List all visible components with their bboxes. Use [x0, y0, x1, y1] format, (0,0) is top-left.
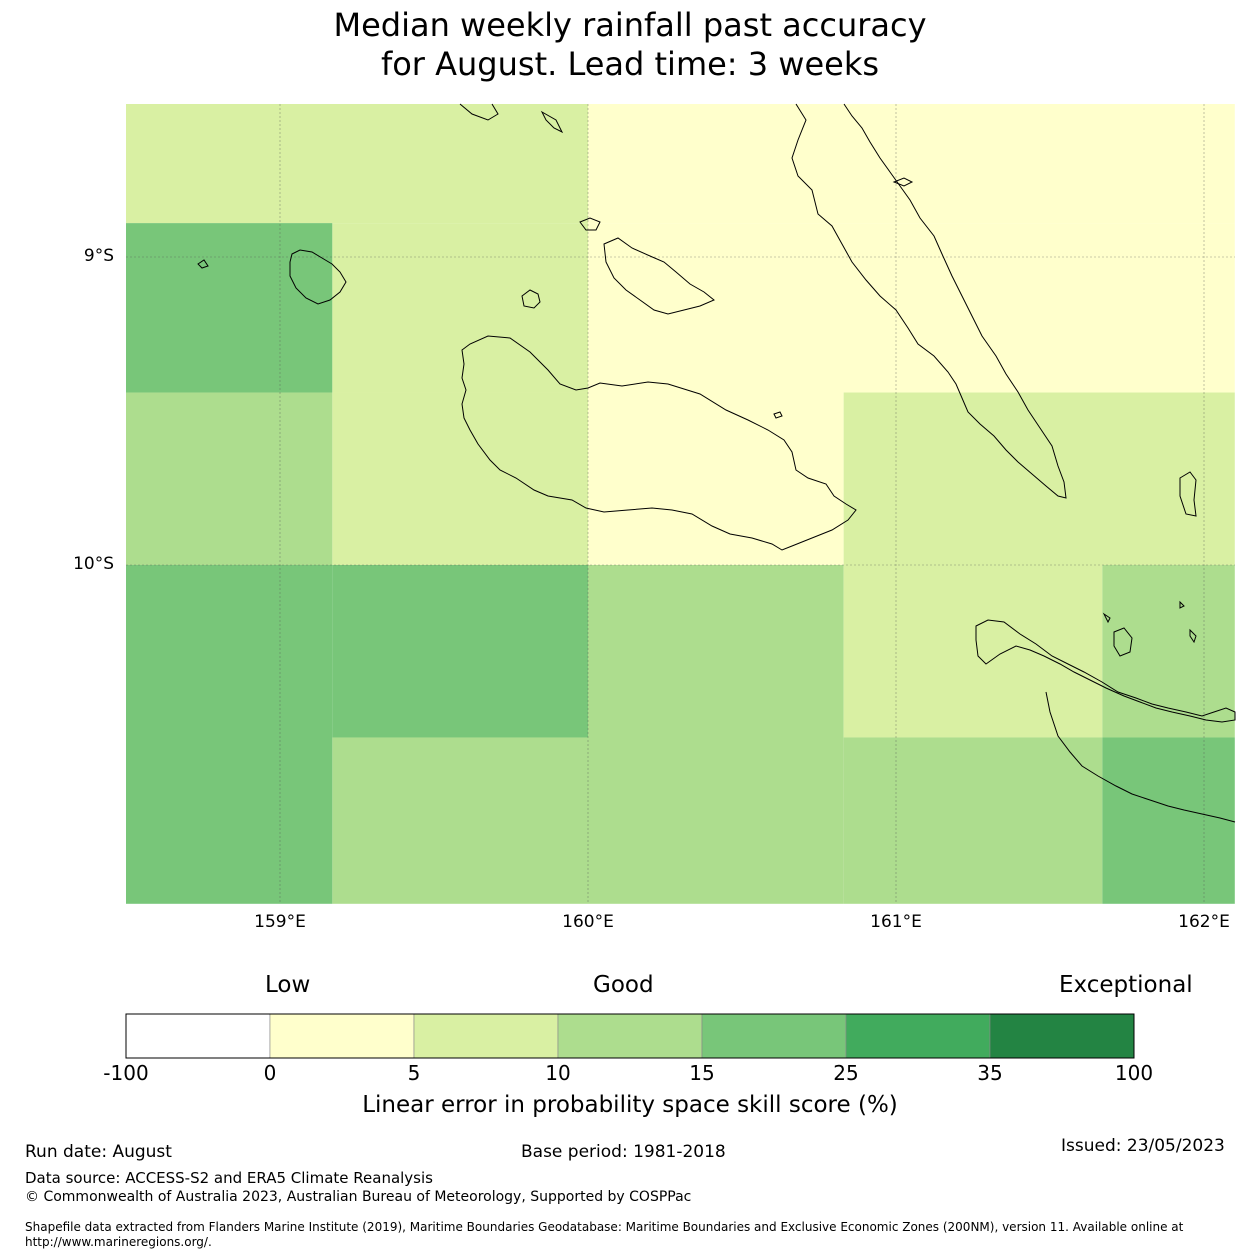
colorbar-category-low: Low: [265, 972, 311, 998]
colorbar-tick: 35: [977, 1061, 1003, 1085]
issued-date: Issued: 23/05/2023: [1061, 1136, 1225, 1156]
skill-grid-cell: [332, 223, 588, 393]
data-source: Data source: ACCESS-S2 and ERA5 Climate …: [25, 1169, 433, 1187]
colorbar-tick: 10: [545, 1061, 571, 1085]
skill-grid-cells: [126, 104, 1235, 904]
skill-grid-cell: [843, 737, 1103, 904]
graticule: [126, 104, 1235, 904]
coastline-san-cristobal: [975, 619, 1236, 723]
coastline-islet-f: [1113, 627, 1133, 657]
coastline-islet-c: [197, 259, 209, 269]
lat-label-10s: 10°S: [73, 554, 114, 574]
map-title-line-2: for August. Lead time: 3 weeks: [380, 45, 880, 83]
skill-grid-cell: [588, 565, 844, 904]
coastline-guadalcanal: [461, 335, 857, 551]
coastline-islet-g: [773, 411, 783, 419]
lon-label-162e: 162°E: [1178, 912, 1230, 932]
colorbar-bin: [701, 1013, 847, 1059]
skill-grid-cell: [843, 565, 1103, 738]
colorbar-bin: [125, 1013, 271, 1059]
lon-label-160e: 160°E: [562, 912, 614, 932]
skill-grid-cell: [332, 392, 588, 565]
skill-grid-cell: [126, 565, 333, 904]
shapefile-credit-line-1: Shapefile data extracted from Flanders M…: [25, 1220, 1184, 1234]
run-date: Run date: August: [25, 1142, 172, 1162]
colorbar-bin: [269, 1013, 415, 1059]
coastline-islet-i: [1179, 600, 1185, 609]
colorbar: [125, 1013, 1135, 1059]
skill-grid-cell: [1102, 565, 1235, 738]
colorbar-category-good: Good: [593, 972, 654, 998]
skill-grid-cell: [843, 392, 1235, 565]
colorbar-outline: [125, 1013, 1135, 1059]
lon-label-159e: 159°E: [254, 912, 306, 932]
lat-label-9s: 9°S: [83, 246, 114, 266]
base-period: Base period: 1981-2018: [521, 1142, 726, 1162]
coastline-islet-a: [540, 110, 564, 134]
coastline-russell-islands: [289, 249, 347, 305]
colorbar-tick: 15: [689, 1061, 715, 1085]
coastline-islet-b: [579, 217, 601, 231]
skill-grid-cell: [1102, 737, 1235, 904]
coastline-florida-north: [459, 103, 499, 121]
colorbar-bin: [413, 1013, 559, 1059]
skill-grid-cell: [126, 104, 588, 224]
coastline-islet-d: [892, 177, 914, 187]
colorbar-category-exceptional: Exceptional: [1059, 972, 1193, 998]
skill-grid-cell: [126, 223, 333, 393]
skill-grid-cell: [332, 737, 588, 904]
skill-grid-cell: [126, 392, 333, 565]
coastline-nggela: [603, 237, 715, 315]
colorbar-label: Linear error in probability space skill …: [362, 1092, 898, 1118]
coastline-islet-j: [1189, 628, 1197, 644]
colorbar-tick: -100: [103, 1061, 149, 1085]
coastline-savo: [521, 289, 541, 309]
coastline-islet-e: [1179, 471, 1197, 517]
colorbar-bin: [845, 1013, 991, 1059]
skill-grid-cell: [588, 104, 1235, 224]
copyright: © Commonwealth of Australia 2023, Austra…: [25, 1189, 692, 1205]
colorbar-tick: 5: [407, 1061, 421, 1085]
lon-label-161e: 161°E: [870, 912, 922, 932]
skill-grid-cell: [588, 223, 1235, 393]
coastline-islet-h: [1102, 612, 1111, 624]
colorbar-bin: [557, 1013, 703, 1059]
coastline-malaita: [791, 103, 1067, 499]
colorbar-tick: 25: [833, 1061, 859, 1085]
skill-grid-cell: [332, 565, 588, 738]
colorbar-tick: 100: [1114, 1061, 1154, 1085]
coastlines: [197, 103, 1236, 823]
coastline-south: [1045, 691, 1236, 823]
colorbar-tick: 0: [263, 1061, 277, 1085]
skill-grid-cell: [588, 392, 844, 565]
map-title-line-1: Median weekly rainfall past accuracy: [333, 6, 927, 44]
colorbar-bin: [989, 1013, 1135, 1059]
shapefile-credit-line-2: http://www.marineregions.org/.: [25, 1235, 212, 1249]
